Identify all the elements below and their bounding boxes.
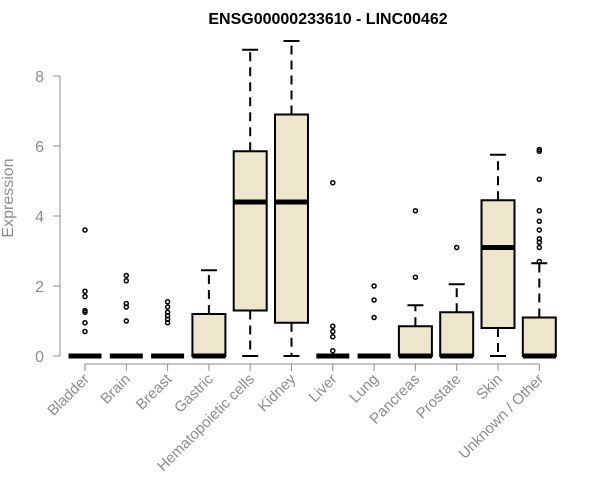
outlier-point <box>371 297 377 303</box>
outlier-point <box>82 288 88 294</box>
outlier-point <box>536 227 543 233</box>
box-group <box>274 40 309 357</box>
y-tick-label: 8 <box>35 69 44 86</box>
outlier-point <box>536 218 543 224</box>
box-group <box>439 244 475 359</box>
outlier-point <box>536 176 543 182</box>
x-tick-label: Prostate <box>413 371 465 423</box>
box <box>232 150 268 312</box>
outlier-point <box>536 258 543 265</box>
box <box>274 113 309 324</box>
x-tick-label: Lung <box>346 371 382 407</box>
y-tick-label: 2 <box>35 279 44 296</box>
box-group <box>316 180 350 359</box>
outlier-point <box>536 146 543 153</box>
y-axis-label: Expression <box>0 158 17 237</box>
outlier-point <box>123 278 130 284</box>
outlier-point <box>412 208 419 214</box>
box-group <box>232 48 268 357</box>
outlier-point <box>330 334 336 340</box>
x-tick-label: Bladder <box>44 371 93 420</box>
y-tick-label: 0 <box>35 349 44 366</box>
outlier-point <box>536 244 543 251</box>
outlier-point <box>330 323 336 329</box>
x-tick-label: Liver <box>306 371 341 406</box>
outlier-point <box>123 300 130 307</box>
box-group <box>397 208 433 359</box>
x-tick-label: Kidney <box>255 370 300 415</box>
box <box>439 311 475 357</box>
box-group <box>357 283 391 359</box>
outlier-point <box>453 244 460 251</box>
outlier-point <box>536 236 543 242</box>
box <box>191 313 227 357</box>
outlier-point <box>330 348 336 354</box>
x-tick-label: Brain <box>97 371 134 408</box>
box <box>480 199 516 329</box>
plot-area <box>68 40 557 359</box>
outlier-point <box>82 307 88 314</box>
outlier-point <box>123 318 130 324</box>
outlier-point <box>164 304 171 310</box>
outlier-point <box>123 272 130 279</box>
box <box>397 325 433 357</box>
box-group <box>68 227 102 359</box>
outlier-point <box>330 328 336 335</box>
outlier-point <box>82 227 88 233</box>
outlier-point <box>371 283 377 289</box>
box-group <box>109 272 143 359</box>
x-tick-label: Breast <box>133 370 176 413</box>
chart-title: ENSG00000233610 - LINC00462 <box>208 11 447 28</box>
y-tick-label: 4 <box>35 209 44 226</box>
outlier-point <box>536 208 543 214</box>
box-group <box>480 153 516 357</box>
y-tick-label: 6 <box>35 139 44 156</box>
box-group <box>191 269 227 359</box>
outlier-point <box>82 320 88 326</box>
box-group <box>521 146 557 359</box>
box-group <box>151 299 185 359</box>
outlier-point <box>371 314 377 321</box>
box <box>521 316 557 357</box>
outlier-point <box>330 180 336 186</box>
outlier-point <box>82 328 88 335</box>
outlier-point <box>412 274 419 280</box>
outlier-point <box>164 309 171 315</box>
x-tick-label: Skin <box>473 371 506 404</box>
outlier-point <box>82 293 88 300</box>
outlier-point <box>164 299 171 305</box>
